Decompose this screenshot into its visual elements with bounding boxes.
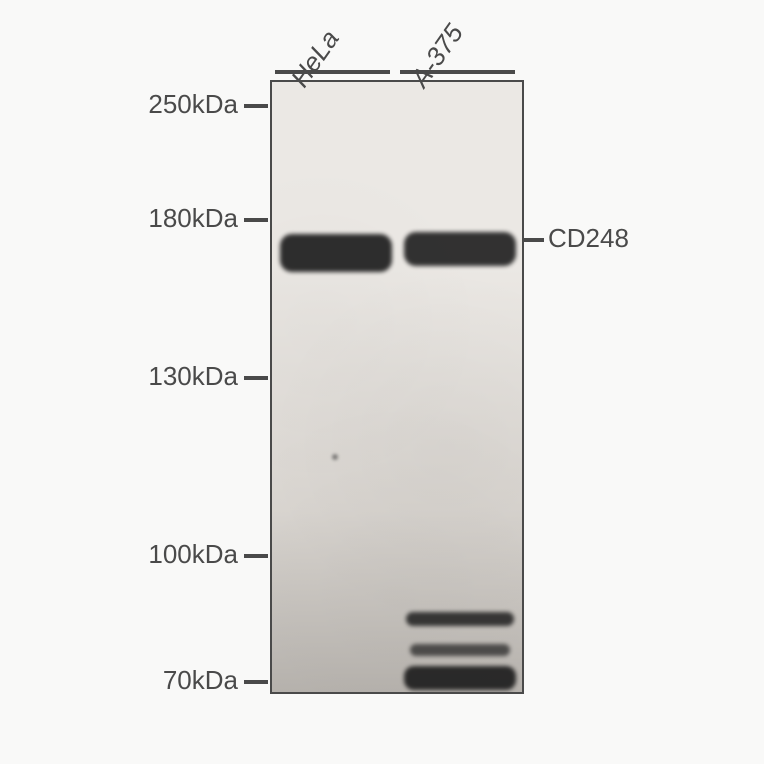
mw-label-130kDa: 130kDa <box>148 361 238 392</box>
band-0 <box>280 234 392 272</box>
mw-label-100kDa: 100kDa <box>148 539 238 570</box>
mw-tick-3 <box>244 554 268 558</box>
mw-label-250kDa: 250kDa <box>148 89 238 120</box>
band-4 <box>404 666 516 690</box>
mw-label-180kDa: 180kDa <box>148 203 238 234</box>
mw-tick-1 <box>244 218 268 222</box>
mw-tick-2 <box>244 376 268 380</box>
protein-tick-0 <box>522 238 544 242</box>
mw-tick-4 <box>244 680 268 684</box>
smudge-0 <box>332 454 338 460</box>
band-3 <box>410 644 510 656</box>
western-blot-figure: HeLaA-375 250kDa180kDa130kDa100kDa70kDa … <box>0 0 764 764</box>
membrane-noise <box>272 82 522 692</box>
mw-label-70kDa: 70kDa <box>163 665 238 696</box>
band-2 <box>406 612 514 626</box>
band-1 <box>404 232 516 266</box>
protein-label-cd248: CD248 <box>548 223 629 254</box>
blot-membrane <box>270 80 524 694</box>
mw-tick-0 <box>244 104 268 108</box>
